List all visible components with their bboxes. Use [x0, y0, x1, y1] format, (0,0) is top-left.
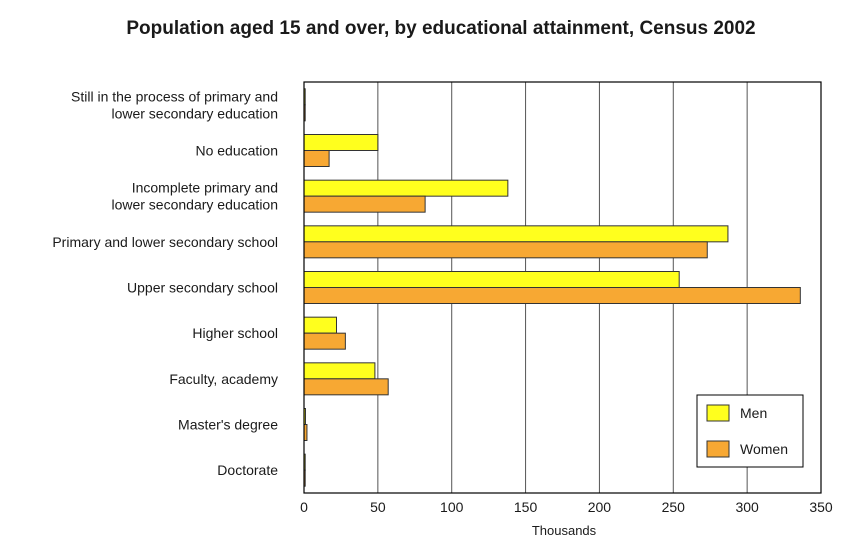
- category-labels: Still in the process of primary andlower…: [52, 88, 278, 478]
- x-axis-label: Thousands: [532, 523, 597, 537]
- bar-women: [303, 332, 346, 350]
- legend-swatch-women: [706, 440, 730, 458]
- x-tick-label: 300: [735, 499, 759, 515]
- bar-women: [303, 241, 708, 259]
- bar-women: [303, 378, 389, 396]
- x-tick-label: 0: [300, 499, 308, 515]
- x-tick-label: 200: [588, 499, 612, 515]
- category-label: Incomplete primary and: [132, 180, 278, 196]
- chart-title: Population aged 15 and over, by educatio…: [126, 18, 755, 39]
- bar-women: [303, 287, 801, 304]
- legend-label-men: Men: [740, 405, 767, 421]
- bar-men: [303, 316, 337, 334]
- x-tick-label: 100: [440, 499, 464, 515]
- bar-men: [303, 362, 376, 380]
- legend-label-women: Women: [740, 441, 788, 457]
- bar-men: [303, 134, 379, 151]
- x-tick-label: 150: [514, 499, 538, 515]
- bar-men: [303, 225, 729, 243]
- category-label: No education: [195, 143, 278, 159]
- x-tick-label: 350: [809, 499, 833, 515]
- x-axis-ticks: 0 50 100 150 200 250 300 350: [300, 499, 833, 515]
- category-label: Primary and lower secondary school: [52, 234, 278, 250]
- category-label: lower secondary education: [111, 197, 278, 213]
- x-tick-label: 50: [370, 499, 386, 515]
- legend-swatch-men: [706, 404, 730, 422]
- category-label: Master's degree: [178, 417, 278, 433]
- category-label: Still in the process of primary and: [71, 88, 278, 104]
- x-tick-label: 250: [662, 499, 686, 515]
- legend: Men Women: [696, 394, 804, 468]
- plot-area-frame: [303, 81, 822, 494]
- category-label: Faculty, academy: [169, 371, 278, 387]
- category-label: Upper secondary school: [127, 280, 278, 296]
- category-label: Higher school: [192, 325, 278, 341]
- bar-women: [303, 150, 330, 167]
- bars: [303, 88, 801, 487]
- category-label: Doctorate: [217, 462, 278, 478]
- bar-men: [303, 179, 509, 197]
- bar-men: [303, 271, 680, 288]
- bar-women: [303, 195, 426, 213]
- category-label: lower secondary education: [111, 105, 278, 121]
